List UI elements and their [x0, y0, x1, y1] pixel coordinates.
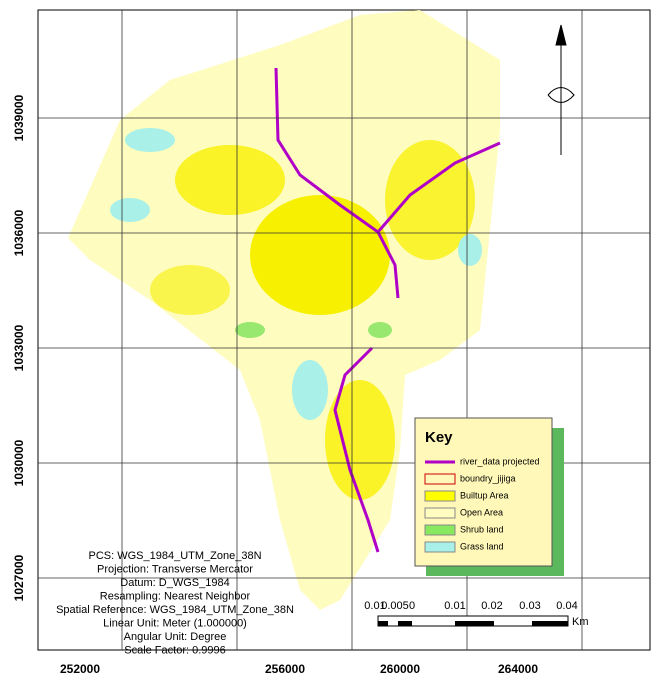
legend-label: river_data projected: [460, 456, 540, 466]
y-label: 1030000: [12, 439, 26, 486]
info-line: Resampling: Nearest Neighbor: [100, 590, 251, 602]
legend-label: Open Area: [460, 507, 503, 517]
legend-label: Builtup Area: [460, 490, 509, 500]
x-label: 260000: [380, 662, 420, 676]
legend-title: Key: [425, 429, 453, 446]
scale-label: 0.005: [381, 600, 409, 612]
scale-unit: Km: [572, 616, 589, 628]
info-line: Spatial Reference: WGS_1984_UTM_Zone_38N: [56, 604, 294, 616]
scale-segment: [532, 621, 568, 626]
legend-swatch: [424, 541, 456, 553]
info-line: Scale Factor: 0.9996: [124, 644, 226, 656]
x-label: 256000: [265, 662, 305, 676]
y-label: 1036000: [12, 209, 26, 256]
y-label: 1033000: [12, 324, 26, 371]
legend-label: Grass land: [460, 541, 504, 551]
legend-label: Shrub land: [460, 524, 504, 534]
info-line: Angular Unit: Degree: [124, 631, 227, 643]
rivers: [274, 67, 501, 553]
x-label: 252000: [60, 662, 100, 676]
y-label: 1027000: [12, 554, 26, 601]
land: [68, 10, 500, 610]
scale-segment: [455, 621, 494, 626]
scale-segment: [378, 621, 388, 626]
scale-label: 0.02: [481, 600, 502, 612]
legend-swatch: [424, 490, 456, 502]
scale-label: 0.04: [556, 600, 577, 612]
info-line: Datum: D_WGS_1984: [120, 577, 229, 589]
scale-segment: [398, 621, 412, 626]
scale-label: 0: [409, 600, 415, 612]
info-line: Projection: Transverse Mercator: [97, 563, 253, 575]
x-label: 264000: [498, 662, 538, 676]
legend-swatch: [424, 524, 456, 536]
north-arrow: [547, 24, 575, 155]
y-label: 1039000: [12, 94, 26, 141]
grid: 252000 256000 260000 264000 1039000 1036000 10…: [12, 10, 650, 676]
info-line: PCS: WGS_1984_UTM_Zone_38N: [88, 550, 261, 562]
scale-label: 0.01: [444, 600, 465, 612]
scale-label: 0.01: [364, 600, 385, 612]
legend-swatch: [424, 473, 456, 485]
scale-label: 0.03: [519, 600, 540, 612]
legend-items: river_data projected boundry_jijiga Builtu…: [424, 456, 540, 553]
legend-label: boundry_jijiga: [460, 473, 516, 483]
info-line: Linear Unit: Meter (1.000000): [103, 617, 247, 629]
legend-swatch: [424, 507, 456, 519]
